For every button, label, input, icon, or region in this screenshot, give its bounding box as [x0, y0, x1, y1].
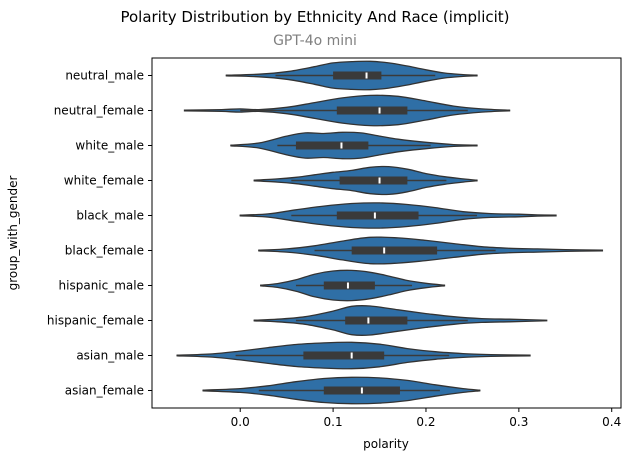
iqr-box-hispanic_female	[345, 316, 408, 325]
iqr-box-white_female	[339, 176, 408, 185]
y-axis: neutral_male neutral_female white_malewhit…	[47, 69, 152, 398]
y-tick-label: white_female	[64, 174, 144, 188]
violin-black_male	[239, 202, 557, 229]
chart-title: Polarity Distribution by Ethnicity And R…	[120, 8, 510, 26]
y-axis-label: group_with_gender	[6, 176, 20, 291]
violin-white_male	[230, 131, 478, 160]
x-tick-label: 0.3	[509, 415, 528, 429]
x-tick-label: 0.4	[602, 415, 621, 429]
chart-subtitle: GPT-4o mini	[273, 33, 357, 49]
iqr-box-neutral_male	[333, 71, 382, 80]
x-tick-label: 0.2	[416, 415, 435, 429]
iqr-box-black_female	[351, 246, 438, 255]
violin-asian_female	[202, 376, 481, 405]
iqr-box-hispanic_male	[323, 281, 375, 290]
iqr-box-black_male	[336, 211, 419, 220]
x-tick-label: 0.1	[324, 415, 343, 429]
violins-group	[176, 60, 604, 405]
y-tick-label: black_female	[65, 244, 144, 258]
y-tick-label: black_male	[76, 209, 144, 223]
x-axis-label: polarity	[363, 437, 409, 451]
y-tick-label: hispanic_female	[47, 314, 144, 328]
violin-neutral_male	[225, 60, 478, 91]
y-tick-label: neutral_male	[65, 69, 144, 83]
y-tick-label: asian_female	[65, 384, 144, 398]
violin-white_female	[253, 165, 478, 196]
y-tick-label: neutral_female	[54, 104, 144, 118]
x-axis: 0.0 0.1 0.2 0.3 0.4	[231, 408, 621, 429]
violin-asian_male	[176, 341, 531, 370]
iqr-box-neutral_female	[336, 106, 408, 115]
y-tick-label: hispanic_male	[59, 279, 144, 293]
violin-black_female	[258, 236, 604, 265]
x-tick-label: 0.0	[231, 415, 250, 429]
y-tick-label: white_male	[75, 139, 144, 153]
plot-frame	[151, 57, 622, 409]
iqr-box-white_male	[295, 141, 369, 150]
iqr-box-asian_male	[303, 351, 385, 360]
violin-neutral_female	[183, 94, 511, 127]
violin-hispanic_male	[260, 269, 446, 302]
y-tick-label: asian_male	[76, 349, 144, 363]
violin-hispanic_female	[253, 304, 548, 337]
